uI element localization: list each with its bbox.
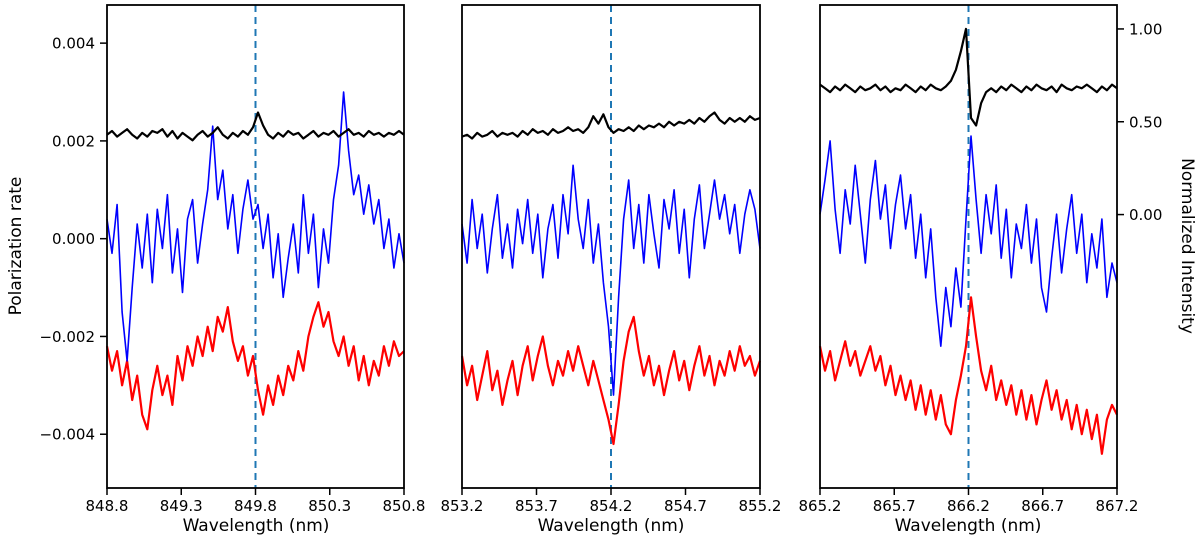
- x-tick-label: 865.7: [873, 497, 916, 515]
- right-y-tick-label: 0.50: [1129, 113, 1162, 131]
- polarization-signal-red-curve: [460, 315, 762, 446]
- left-axis-ticks: 0.004 0.002 0.000 −0.002 −0.004: [39, 35, 107, 444]
- x-tick-label: 849.8: [234, 497, 277, 515]
- right-axis-ticks: 1.00 0.50 0.00: [1117, 20, 1162, 224]
- x-tick-label: 854.7: [664, 497, 707, 515]
- right-y-tick-label: 0.00: [1129, 206, 1162, 224]
- plot-border: [819, 4, 1118, 489]
- x-tick-label: 853.2: [441, 497, 484, 515]
- x-tick-label: 855.2: [739, 497, 782, 515]
- x-tick-label: 866.7: [1021, 497, 1064, 515]
- polarization-signal-blue-curve: [106, 91, 405, 362]
- normalized-intensity-curve: [819, 27, 1118, 127]
- polarization-signal-red-curve: [105, 301, 405, 431]
- left-y-tick-label: 0.002: [52, 132, 95, 150]
- right-y-tick-label: 1.00: [1129, 20, 1162, 38]
- x-tick-label: 850.3: [308, 497, 351, 515]
- polarization-signal-blue-curve: [819, 135, 1118, 348]
- polarization-signal-red-curve: [818, 296, 1118, 455]
- spectral-panel-1: 848.8 849.3 849.8 850.3 850.8: [86, 4, 426, 515]
- x-tick-label: 867.2: [1096, 497, 1139, 515]
- spectral-panel-3: 865.2 865.7 866.2 866.7 867.2: [799, 4, 1139, 515]
- x-tick-label: 865.2: [799, 497, 842, 515]
- x-tick-label: 853.7: [515, 497, 558, 515]
- plot-border: [106, 4, 405, 489]
- x-tick-label: 866.2: [947, 497, 990, 515]
- polarization-signal-blue-curve: [461, 164, 761, 396]
- left-y-tick-label: −0.002: [39, 328, 95, 346]
- normalized-intensity-curve: [106, 111, 405, 142]
- normalized-intensity-curve: [461, 111, 761, 140]
- x-tick-label: 850.8: [383, 497, 426, 515]
- left-y-tick-label: 0.000: [52, 230, 95, 248]
- left-y-tick-label: −0.004: [39, 426, 95, 444]
- plot-border: [461, 4, 761, 489]
- x-tick-label: 854.2: [590, 497, 633, 515]
- x-tick-label: 849.3: [160, 497, 203, 515]
- x-tick-label: 848.8: [86, 497, 129, 515]
- spectral-panel-2: 853.2 853.7 854.2 854.7 855.2: [441, 4, 782, 515]
- left-y-tick-label: 0.004: [52, 35, 95, 53]
